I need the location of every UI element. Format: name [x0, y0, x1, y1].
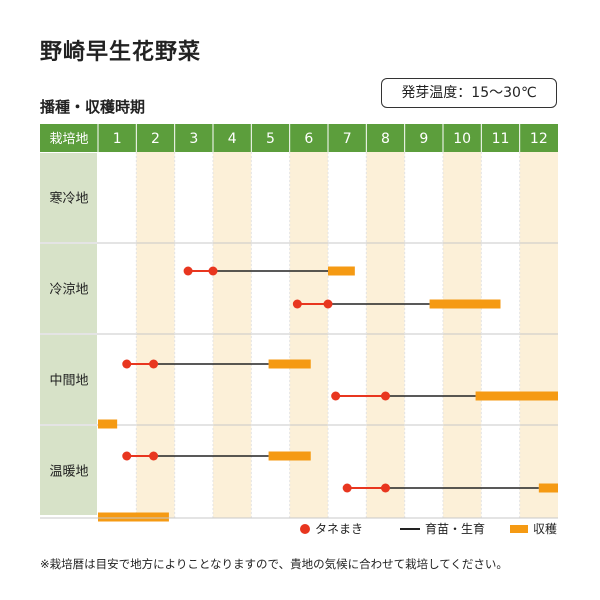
harvest-bar-carryover [98, 512, 169, 522]
legend-sowing: タネまき [300, 520, 363, 537]
harvest-bar [328, 266, 355, 276]
region-label: 中間地 [49, 374, 88, 389]
sowing-dot [183, 266, 193, 276]
month-label: 12 [530, 131, 548, 147]
legend: タネまき 育苗・生育 収穫 [300, 520, 562, 540]
month-label: 2 [151, 131, 160, 147]
region-label: 温暖地 [49, 465, 88, 480]
month-label: 4 [228, 131, 237, 147]
legend-harvest: 収穫 [510, 520, 557, 537]
month-band [519, 152, 558, 518]
month-label: 3 [189, 131, 198, 147]
sowing-dot-icon [300, 523, 310, 534]
legend-sowing-label: タネまき [315, 522, 364, 536]
sowing-dot [122, 359, 132, 369]
page-title: 野崎早生花野菜 [40, 40, 202, 65]
month-band [366, 152, 405, 518]
month-label: 11 [492, 131, 510, 147]
growing-line-icon [400, 527, 420, 530]
header-bar [40, 124, 558, 152]
month-label: 1 [113, 131, 122, 147]
region-label: 冷涼地 [49, 283, 88, 298]
harvest-bar [268, 451, 311, 461]
harvest-bar [538, 483, 558, 493]
germination-temp-badge: 発芽温度：15～30℃ [381, 78, 557, 108]
header-label: 栽培地 [49, 131, 88, 147]
month-label: 5 [266, 131, 275, 147]
month-label: 8 [381, 131, 390, 147]
sowing-dot [149, 359, 159, 369]
region-cell [40, 426, 97, 515]
month-band [289, 152, 328, 518]
month-label: 6 [304, 131, 313, 147]
region-cell [40, 153, 97, 242]
region-cell [40, 335, 97, 424]
sowing-dot [381, 391, 390, 401]
sowing-dot [331, 391, 341, 401]
region-cell [40, 244, 97, 333]
region-label: 寒冷地 [49, 191, 88, 207]
month-band [213, 152, 252, 518]
sowing-dot [208, 266, 218, 276]
legend-harvest-label: 収穫 [533, 522, 558, 536]
month-label: 9 [419, 131, 428, 147]
month-band [136, 152, 175, 518]
harvest-bar [475, 391, 558, 401]
legend-growing-label: 育苗・生育 [425, 522, 486, 536]
footnote: ※栽培暦は目安で地方によりことなりますので、貴地の気候に合わせて栽培してください… [40, 557, 508, 571]
month-band [443, 152, 482, 518]
sowing-dot [342, 483, 352, 493]
sowing-dot [122, 451, 132, 461]
sowing-dot [149, 451, 159, 461]
harvest-bar [268, 359, 311, 369]
month-label: 10 [453, 131, 471, 147]
chart-subtitle: 播種・収穫時期 [40, 98, 146, 116]
harvest-bar-carryover [98, 419, 118, 429]
harvest-bar [429, 299, 501, 309]
legend-growing: 育苗・生育 [400, 520, 485, 537]
sowing-dot [381, 483, 390, 493]
sowing-dot [292, 299, 302, 309]
harvest-bar-icon [510, 524, 528, 533]
sowing-dot [323, 299, 333, 309]
month-label: 7 [343, 131, 352, 147]
